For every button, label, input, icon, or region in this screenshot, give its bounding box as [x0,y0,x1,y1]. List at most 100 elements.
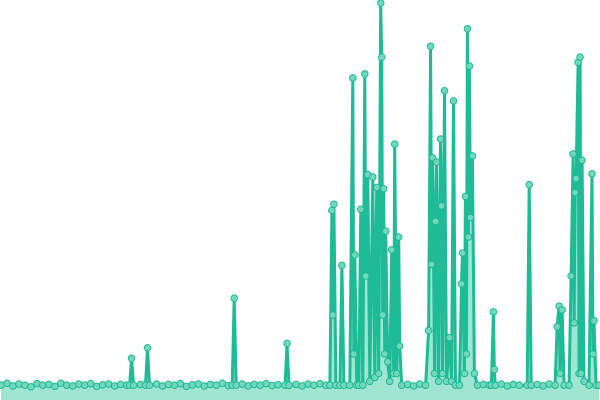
data-point [387,246,396,254]
data-point [570,319,578,327]
data-point [458,249,467,257]
series-area [1,3,599,400]
data-point [378,311,387,319]
data-point [127,354,136,363]
data-point [515,381,524,390]
data-point [572,174,580,183]
data-point [330,200,338,209]
data-point [51,382,59,391]
data-point [434,377,443,386]
data-point [374,369,383,378]
data-point [490,365,499,374]
data-point [436,135,445,143]
series-line [0,1,599,389]
data-point [588,170,596,178]
data-point [176,379,185,388]
data-point [390,140,399,148]
data-point [571,188,579,197]
data-point [145,381,154,390]
data-point [383,358,392,366]
data-point [462,350,471,358]
data-point [461,192,470,201]
data-point [431,217,440,226]
data-point [465,62,474,70]
data-point [595,381,600,389]
data-point [438,369,447,378]
series-markers [0,0,600,391]
data-point [580,377,588,386]
data-point [491,381,500,390]
data-point [545,380,553,388]
data-point [466,213,475,222]
data-point [553,322,561,331]
data-point [346,381,354,390]
data-point [385,377,394,386]
data-point [558,306,566,314]
data-point [551,381,559,390]
data-point [285,381,293,390]
data-point [3,379,11,388]
data-point [368,173,377,181]
data-point [567,272,575,280]
data-point [358,381,367,390]
data-point [432,158,441,166]
data-point [464,233,473,241]
data-point [380,350,389,358]
data-point [577,369,585,378]
data-point [230,294,239,303]
data-point [392,369,401,378]
data-point [556,369,564,378]
data-point [394,233,403,241]
data-point [328,206,336,215]
data-point [232,381,241,390]
data-point [372,183,381,192]
data-point [427,260,436,269]
data-point [565,381,573,390]
data-point [376,0,385,7]
data-point [377,53,386,62]
data-point [590,317,598,325]
data-point [440,86,449,95]
data-point [360,70,369,78]
data-point [455,381,464,390]
data-point [468,152,477,160]
data-point [430,369,439,378]
data-point [338,261,346,270]
data-point [470,369,479,378]
data-point [283,339,291,348]
data-point [460,369,469,378]
data-point [395,342,404,351]
data-point [86,379,95,388]
data-point [143,343,152,352]
data-point [381,227,390,235]
data-point [445,333,454,342]
data-point [415,380,424,388]
data-point [589,350,597,358]
data-point [274,381,282,389]
data-point [365,377,374,386]
data-point [27,382,35,391]
data-point [489,308,498,316]
data-point [361,272,370,280]
data-point [379,184,388,193]
data-point [329,311,337,319]
data-point [457,280,466,288]
data-point [424,326,433,335]
data-point [129,381,138,390]
data-point [569,150,577,158]
data-point [349,74,357,82]
data-point [585,381,593,390]
data-point [525,180,534,189]
data-point [350,350,358,358]
data-point [351,251,359,259]
data-point [578,156,586,164]
data-point [426,42,435,51]
data-point [15,380,23,388]
data-point [421,381,430,390]
data-point [304,380,312,388]
data-point [74,380,83,388]
data-point [576,53,584,62]
data-point [449,97,458,105]
data-point [356,205,365,214]
